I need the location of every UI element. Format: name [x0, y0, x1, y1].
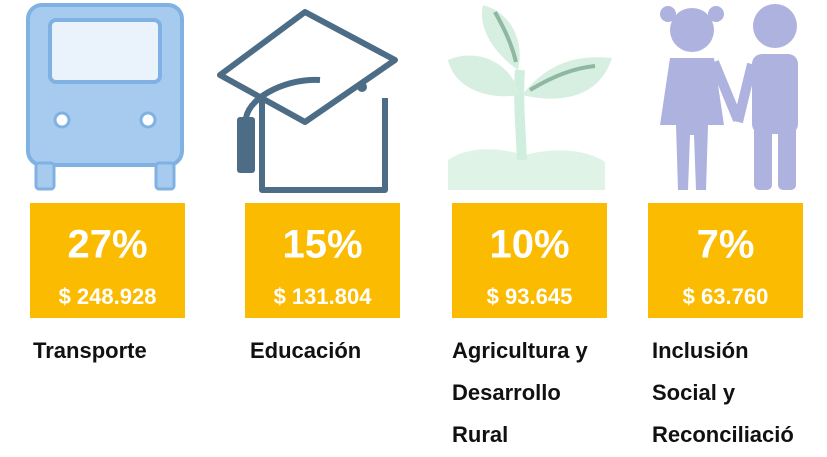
- category-label: Transporte: [33, 338, 147, 363]
- category-label: Inclusión: [652, 338, 749, 363]
- percent: 15%: [282, 223, 362, 267]
- amount: $ 131.804: [274, 284, 373, 309]
- category-label: Reconciliació: [652, 422, 794, 447]
- value-box: [648, 203, 803, 318]
- bus-icon: [26, 3, 184, 191]
- category-label: Educación: [250, 338, 361, 363]
- graduation-cap-icon: [217, 9, 398, 193]
- percent: 27%: [67, 223, 147, 267]
- category-label: Agricultura y: [452, 338, 588, 363]
- category-label: Rural: [452, 422, 508, 447]
- amount: $ 248.928: [59, 284, 157, 309]
- percent: 10%: [489, 223, 569, 267]
- value-box: [245, 203, 400, 318]
- amount: $ 93.645: [487, 284, 573, 309]
- amount: $ 63.760: [683, 284, 769, 309]
- value-box: [452, 203, 607, 318]
- percent: 7%: [697, 223, 755, 267]
- children-icon: [660, 4, 798, 190]
- value-box: [30, 203, 185, 318]
- plant-icon: [448, 5, 612, 190]
- category-label: Social y: [652, 380, 736, 405]
- category-label: Desarrollo: [452, 380, 561, 405]
